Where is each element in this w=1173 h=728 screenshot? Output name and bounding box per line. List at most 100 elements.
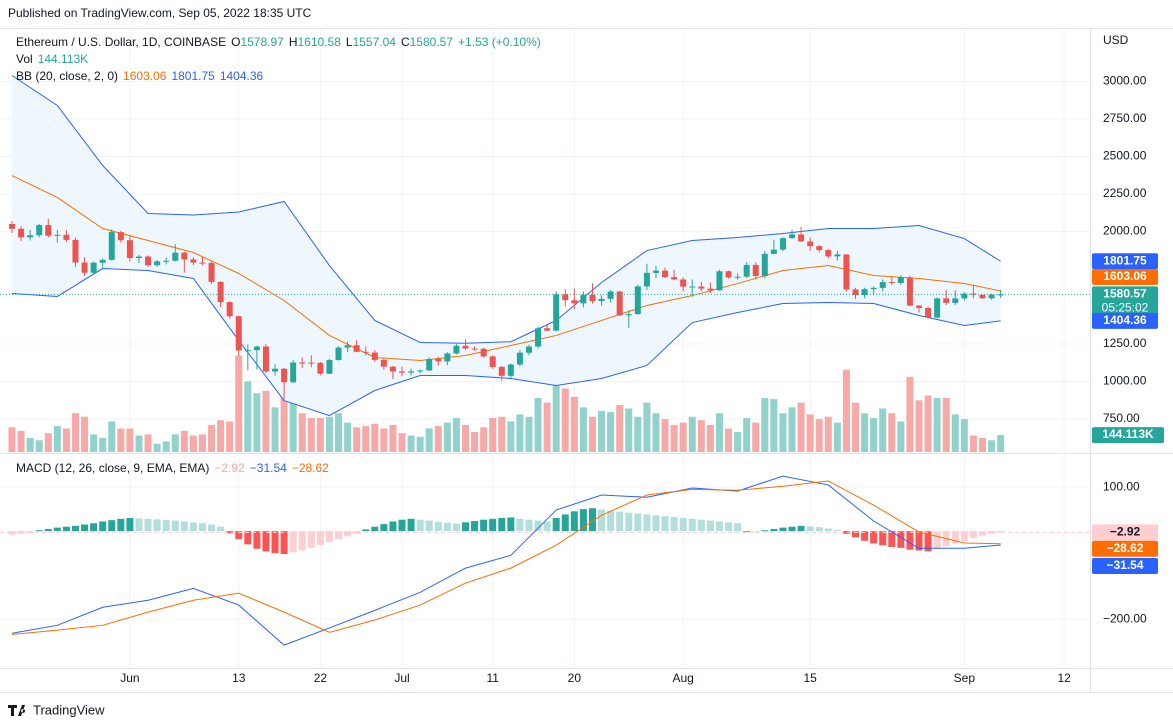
macd-hist-bar	[870, 531, 878, 544]
x-tick-label: Aug	[673, 671, 694, 685]
macd-hist-bar	[53, 527, 61, 532]
bb-basis	[11, 175, 1001, 362]
macd-legend: MACD (12, 26, close, 9, EMA, EMA) −2.92 …	[16, 461, 329, 475]
volume-legend: Vol 144.113K	[16, 52, 88, 66]
candle-body	[562, 294, 569, 301]
macd-hist-bar	[81, 524, 89, 532]
macd-tick-label: 100.00	[1103, 479, 1140, 493]
volume-bar	[498, 416, 506, 452]
volume-bar	[108, 421, 116, 452]
macd-hist-bar	[90, 523, 98, 532]
candle-body	[634, 286, 641, 315]
ohlc-label: H	[288, 35, 298, 49]
macd-hist-bar	[679, 517, 687, 532]
candle-body	[9, 224, 15, 229]
candle-body	[807, 241, 814, 247]
candle-body	[988, 294, 995, 299]
volume-bar	[35, 440, 43, 452]
volume-bar	[842, 369, 850, 452]
volume-bar	[271, 407, 279, 452]
candle-body	[290, 362, 297, 383]
macd-tick-label: −200.00	[1103, 611, 1147, 625]
macd-hist-bar	[71, 525, 79, 532]
macd-hist-bar	[244, 531, 252, 545]
volume-bar	[507, 421, 515, 452]
macd-hist-bar	[988, 531, 996, 534]
candle-body	[108, 232, 115, 260]
candle-body	[172, 252, 179, 261]
macd-name: MACD (12, 26, close, 9, EMA, EMA)	[16, 461, 210, 475]
candle-body	[997, 294, 1004, 296]
candle-body	[698, 286, 705, 289]
macd-hist-bar	[924, 531, 932, 552]
candle-body	[163, 260, 170, 262]
macd-hist-bar	[489, 518, 497, 532]
macd-hist-bar	[616, 511, 624, 532]
volume-bar	[389, 424, 397, 452]
macd-hist-bar	[806, 526, 814, 532]
macd-hist-bar	[960, 531, 968, 541]
volume-bar	[688, 416, 696, 452]
volume-bar	[153, 443, 161, 452]
macd-hist-bar	[380, 524, 388, 532]
volume-bar	[779, 413, 787, 452]
macd-hist-bar	[770, 528, 778, 532]
candle-body	[317, 362, 324, 374]
macd-hist-bar	[344, 531, 352, 537]
ohlc-label: O	[231, 35, 241, 49]
macd-hist-bar	[62, 526, 70, 532]
candle-body	[861, 289, 868, 296]
axes: Jun 13 22 Jul 11 20 Aug 15 Sep 12 750.00 1000.00 125…	[120, 74, 1147, 686]
candle-body	[389, 366, 396, 372]
bb-lower	[11, 268, 1001, 417]
x-tick-label: 15	[803, 671, 817, 685]
macd-hist-bar	[498, 517, 506, 532]
hist-badge-text: −2.92	[1110, 525, 1141, 539]
bb-lower-badge	[1092, 312, 1158, 329]
macd-hist-bar	[933, 531, 941, 549]
candle-body	[970, 293, 977, 295]
currency: USD	[1103, 33, 1129, 47]
volume-bar	[217, 420, 225, 452]
volume-bar	[335, 413, 343, 452]
macd-hist-bar	[452, 523, 460, 532]
candle-body	[235, 316, 242, 351]
x-tick-label: Jul	[394, 671, 409, 685]
volume-bar	[44, 433, 52, 452]
volume-badge-text: 144.113K	[1102, 427, 1154, 441]
change: +1.53 (+0.10%)	[458, 35, 541, 49]
volume-bar	[752, 422, 760, 452]
candle-body	[652, 270, 659, 273]
volume-bar	[879, 408, 887, 452]
volume-value: 144.113K	[37, 52, 89, 66]
candle-body	[825, 250, 832, 257]
x-tick-label: 13	[232, 671, 246, 685]
volume-bar	[452, 417, 460, 452]
candle-body	[580, 294, 587, 304]
macd-hist-bar	[824, 528, 832, 532]
macd-hist-bar	[897, 531, 905, 548]
bb-basis-badge	[1092, 269, 1158, 286]
y-tick-label: 2500.00	[1103, 149, 1147, 163]
bb-name: BB (20, close, 2, 0)	[16, 69, 119, 83]
macd-hist-bar	[398, 519, 406, 532]
candle-body	[725, 271, 732, 278]
candle-body	[834, 254, 841, 257]
macd-hist-bar	[180, 521, 188, 532]
candle-body	[408, 371, 415, 373]
signal-badge-text: −28.62	[1106, 541, 1143, 555]
ohlc-value: 1580.57	[409, 35, 454, 49]
macd-hist-bar	[507, 517, 515, 532]
macd-hist-bar	[8, 531, 16, 535]
macd-hist-bar	[534, 520, 542, 532]
bb-basis-value: 1603.06	[123, 69, 167, 83]
volume-bar	[353, 427, 361, 452]
ohlc-value: 1557.04	[352, 35, 396, 49]
candle-body	[380, 359, 387, 367]
volume-bar	[298, 413, 306, 452]
candle-body	[154, 261, 161, 266]
macd-hist-bar	[226, 531, 234, 534]
volume-bar	[8, 427, 16, 452]
macd-hist-bar	[715, 521, 723, 532]
